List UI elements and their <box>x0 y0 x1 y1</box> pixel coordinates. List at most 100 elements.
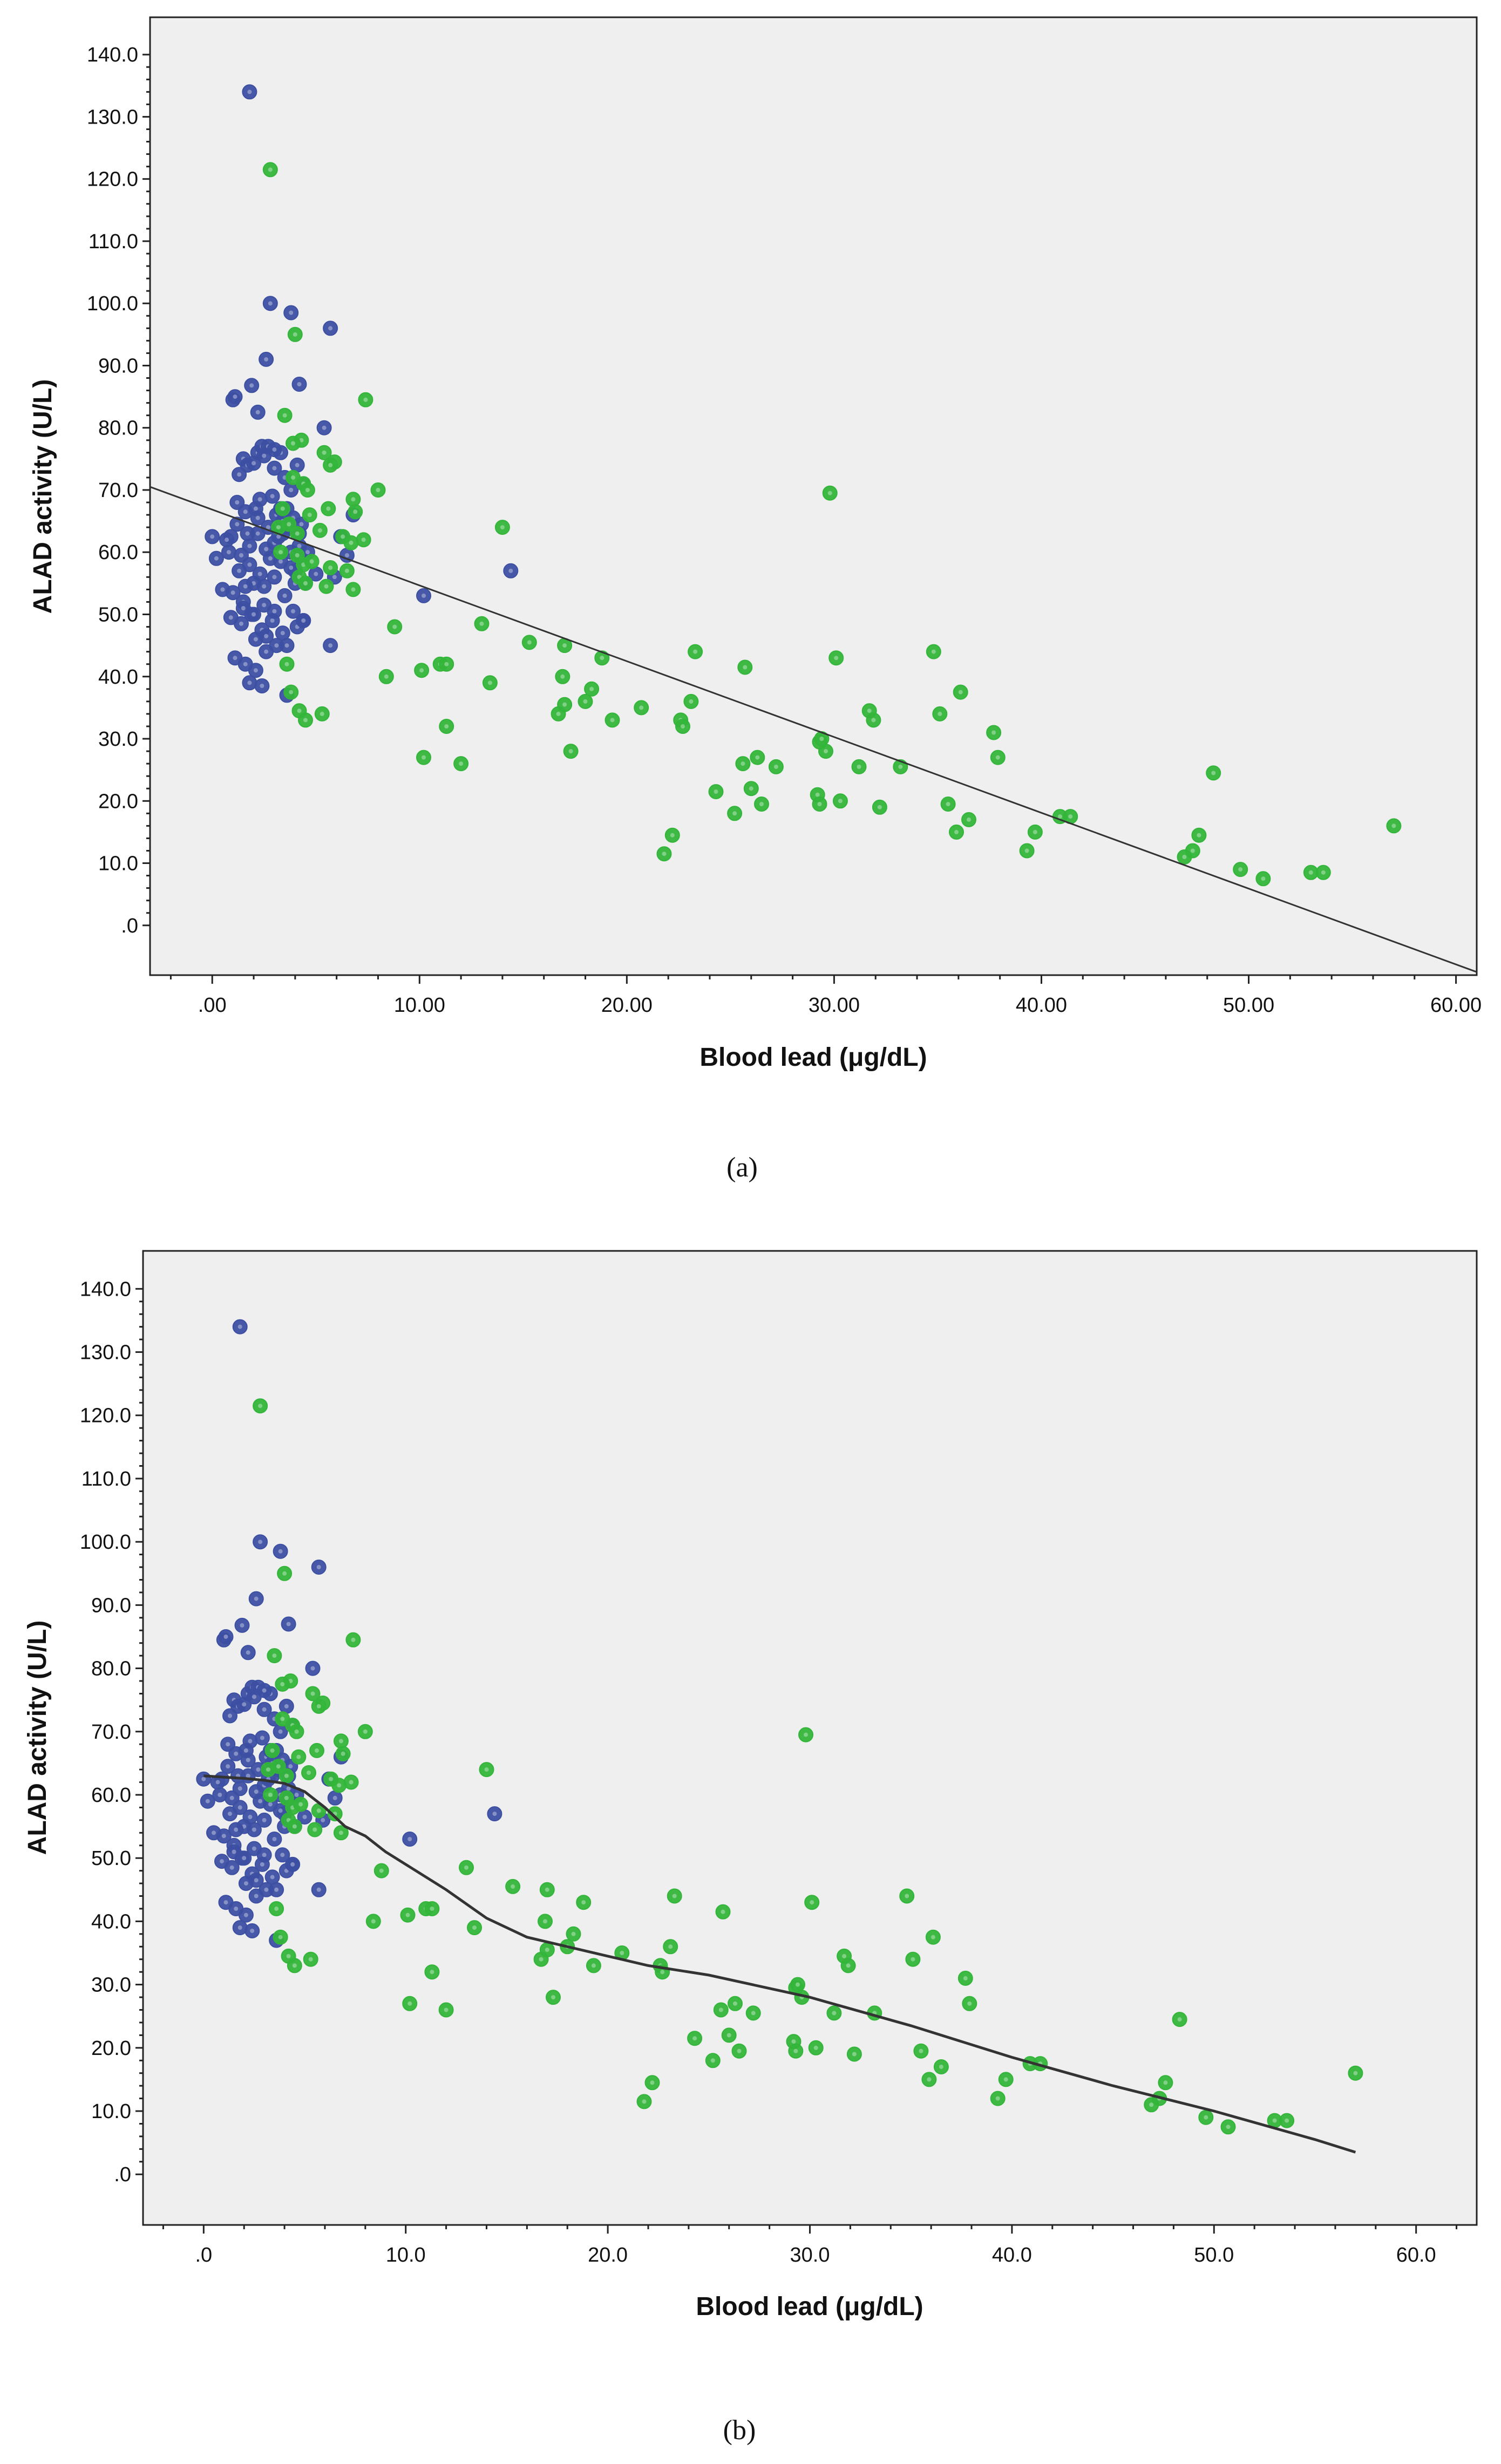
group2-point-center <box>459 761 464 766</box>
group2-point-center <box>568 749 573 754</box>
group1-point-center <box>257 571 262 576</box>
group2-point-center <box>316 1704 321 1709</box>
group2-point-center <box>487 680 492 685</box>
group2-point-center <box>328 566 333 570</box>
group1-point-center <box>247 543 252 548</box>
group2-point-center <box>796 1982 800 1987</box>
group2-point-center <box>266 1767 271 1772</box>
x-tick-label: 20.00 <box>601 994 653 1017</box>
group2-point <box>546 1990 561 2005</box>
group1-point-center <box>272 575 277 580</box>
group2-point-center <box>527 640 532 645</box>
group2-point <box>482 675 498 691</box>
group1-point <box>253 1534 268 1550</box>
group1-point <box>279 638 295 654</box>
group2-point <box>721 2027 737 2043</box>
group1-point <box>252 566 268 582</box>
group2-point-center <box>791 2039 796 2044</box>
group2-point-center <box>556 711 561 716</box>
group1-point-center <box>235 522 240 527</box>
group2-point-center <box>692 2036 697 2041</box>
group2-point-center <box>871 718 876 723</box>
group1-point <box>323 638 338 654</box>
group2-point-center <box>668 1944 673 1949</box>
group1-point <box>210 1774 226 1790</box>
panel-b-y-axis-title: ALAD activity (U/L) <box>23 1621 52 1855</box>
group1-point <box>262 296 278 311</box>
group2-point <box>321 501 336 516</box>
group2-point <box>505 1878 521 1894</box>
group2-point-center <box>721 1909 725 1914</box>
group1-point-center <box>232 1849 236 1854</box>
group1-point-center <box>240 1623 244 1628</box>
x-tick-label: .0 <box>195 2244 212 2266</box>
group1-point-center <box>256 1767 261 1772</box>
group2-point-center <box>1391 823 1396 828</box>
group2-point-center <box>295 531 300 536</box>
group2-point <box>667 1888 682 1904</box>
group2-point <box>289 548 305 563</box>
group1-point <box>259 351 274 367</box>
group1-point-center <box>268 1802 273 1807</box>
group2-point <box>300 482 315 498</box>
panel-a-axes: .0 10.0 20.0 30.0 40.0 50.0 60.0 70.0 80.0 90.0 10… <box>87 44 1482 1017</box>
group2-point-center <box>351 587 356 592</box>
group1-point-center <box>276 534 281 539</box>
group2-point-center <box>1190 848 1195 853</box>
group1-point-center <box>248 1815 253 1819</box>
group2-point <box>402 1996 418 2011</box>
group2-point <box>348 504 363 520</box>
group2-point-center <box>316 1808 321 1813</box>
group1-point-center <box>310 1666 315 1671</box>
group1-point <box>248 1873 264 1888</box>
group2-point-center <box>741 761 745 766</box>
group1-point-center <box>286 1786 291 1791</box>
group2-point-center <box>280 506 285 511</box>
group2-point <box>743 781 759 797</box>
group2-point-center <box>639 705 644 710</box>
x-tick-label: 60.00 <box>1430 994 1482 1017</box>
y-tick-label: 80.0 <box>98 417 138 440</box>
group1-point-center <box>228 615 233 620</box>
group1-point <box>238 1907 254 1923</box>
y-tick-label: 70.0 <box>98 479 138 502</box>
group2-point-center <box>1272 2118 1277 2123</box>
group2-point-center <box>1024 848 1029 853</box>
group2-point-center <box>954 829 959 834</box>
group2-point-center <box>846 1963 851 1968</box>
group1-point-center <box>252 1827 256 1832</box>
group2-point <box>754 797 769 812</box>
group1-point-center <box>289 566 294 570</box>
group2-point <box>1348 2065 1363 2081</box>
group2-point-center <box>751 2011 756 2016</box>
group1-point-center <box>328 643 333 648</box>
group2-point <box>438 2002 454 2018</box>
group2-point <box>293 1796 308 1812</box>
group1-point <box>254 678 270 693</box>
group2-point-center <box>827 491 832 495</box>
group1-point <box>254 1730 270 1746</box>
group2-point-center <box>672 1894 677 1898</box>
group2-point <box>370 482 386 498</box>
group2-point-center <box>444 724 449 729</box>
group1-point-center <box>322 425 327 430</box>
group2-point-center <box>278 1935 283 1939</box>
group1-point-center <box>225 537 229 542</box>
group2-point-center <box>591 1963 596 1968</box>
group2-point-center <box>689 699 694 704</box>
group2-point <box>467 1920 482 1936</box>
group1-point <box>227 389 243 405</box>
group2-point-center <box>583 699 588 704</box>
group1-point-center <box>243 1748 248 1753</box>
group2-point <box>866 712 881 728</box>
y-tick-label: 120.0 <box>80 1405 131 1427</box>
group2-point-center <box>444 662 449 666</box>
group1-point-center <box>328 326 333 331</box>
group1-point <box>242 1809 258 1825</box>
group2-point-center <box>284 1773 289 1778</box>
group2-point-center <box>819 737 824 741</box>
group2-point <box>365 1914 381 1929</box>
group2-point <box>521 635 537 650</box>
group2-point-center <box>681 724 685 729</box>
group1-point-center <box>243 662 248 666</box>
